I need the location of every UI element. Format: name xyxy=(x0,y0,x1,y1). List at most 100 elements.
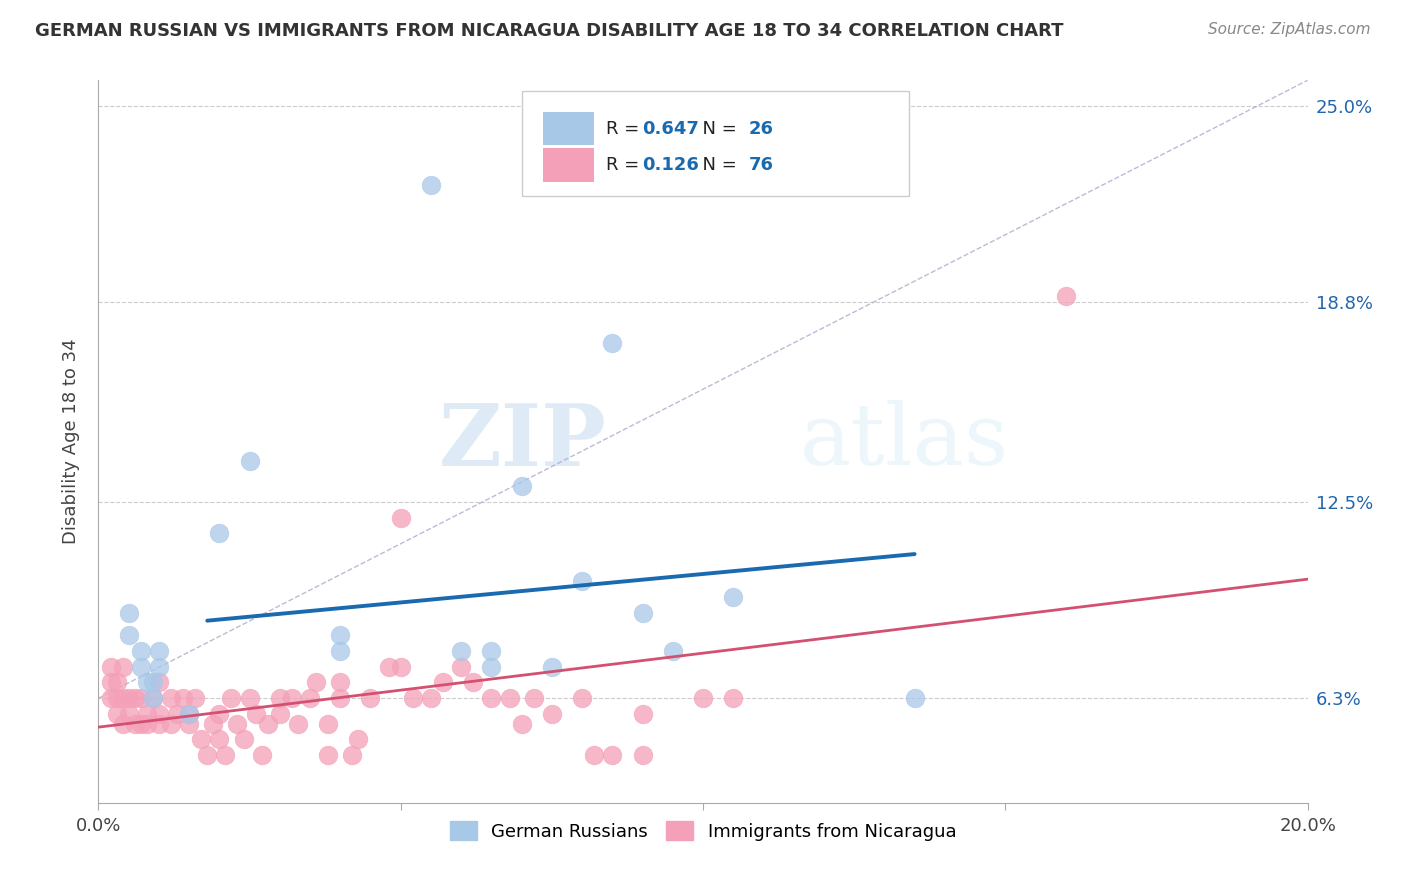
Point xyxy=(208,526,231,541)
Point xyxy=(420,178,443,192)
Point xyxy=(281,691,304,706)
Point xyxy=(250,748,273,763)
FancyBboxPatch shape xyxy=(543,148,595,182)
Point xyxy=(166,707,188,722)
Point xyxy=(124,716,146,731)
Point xyxy=(389,659,412,673)
Point xyxy=(148,643,170,657)
Point xyxy=(692,691,714,706)
Point xyxy=(583,748,606,763)
Point xyxy=(100,675,122,690)
Point xyxy=(661,643,683,657)
Point xyxy=(1054,289,1077,303)
Point xyxy=(463,675,485,690)
Y-axis label: Disability Age 18 to 34: Disability Age 18 to 34 xyxy=(62,339,80,544)
Point xyxy=(184,691,207,706)
Point xyxy=(239,453,262,467)
Text: R =: R = xyxy=(606,120,645,138)
Point xyxy=(208,732,231,747)
Point xyxy=(523,691,546,706)
Point xyxy=(179,716,201,731)
FancyBboxPatch shape xyxy=(522,91,908,196)
Point xyxy=(571,574,593,588)
Point xyxy=(256,716,278,731)
Point xyxy=(316,748,339,763)
Point xyxy=(631,606,654,620)
Text: 0.126: 0.126 xyxy=(643,156,699,174)
Point xyxy=(148,675,170,690)
Point xyxy=(208,707,231,722)
Point xyxy=(245,707,267,722)
Point xyxy=(105,675,128,690)
Point xyxy=(195,748,218,763)
Point xyxy=(135,716,157,731)
Point xyxy=(105,707,128,722)
Point xyxy=(498,691,520,706)
Point xyxy=(118,606,141,620)
Text: R =: R = xyxy=(606,156,645,174)
Text: N =: N = xyxy=(690,120,742,138)
Point xyxy=(510,479,533,493)
Legend: German Russians, Immigrants from Nicaragua: German Russians, Immigrants from Nicarag… xyxy=(443,814,963,848)
Point xyxy=(148,716,170,731)
Point xyxy=(111,716,134,731)
Point xyxy=(129,691,152,706)
Point xyxy=(129,716,152,731)
Point xyxy=(904,691,927,706)
Point xyxy=(305,675,328,690)
Point xyxy=(540,707,562,722)
Point xyxy=(148,707,170,722)
Point xyxy=(142,691,165,706)
Text: GERMAN RUSSIAN VS IMMIGRANTS FROM NICARAGUA DISABILITY AGE 18 TO 34 CORRELATION : GERMAN RUSSIAN VS IMMIGRANTS FROM NICARA… xyxy=(35,22,1064,40)
Point xyxy=(402,691,425,706)
Point xyxy=(172,691,194,706)
Point xyxy=(135,675,157,690)
Point xyxy=(342,748,364,763)
Point xyxy=(214,748,236,763)
Point xyxy=(100,691,122,706)
Point xyxy=(129,643,152,657)
FancyBboxPatch shape xyxy=(543,112,595,145)
Point xyxy=(118,628,141,642)
Point xyxy=(142,675,165,690)
Point xyxy=(179,707,201,722)
Point xyxy=(602,336,624,351)
Point xyxy=(329,691,352,706)
Point xyxy=(329,628,352,642)
Point xyxy=(232,732,254,747)
Point xyxy=(347,732,370,747)
Point xyxy=(377,659,399,673)
Point xyxy=(226,716,249,731)
Text: ZIP: ZIP xyxy=(439,400,606,483)
Point xyxy=(142,691,165,706)
Text: 26: 26 xyxy=(749,120,773,138)
Text: N =: N = xyxy=(690,156,742,174)
Point xyxy=(118,691,141,706)
Point xyxy=(316,716,339,731)
Text: Source: ZipAtlas.com: Source: ZipAtlas.com xyxy=(1208,22,1371,37)
Point xyxy=(631,748,654,763)
Point xyxy=(481,691,503,706)
Point xyxy=(105,691,128,706)
Point xyxy=(510,716,533,731)
Point xyxy=(111,659,134,673)
Point xyxy=(481,659,503,673)
Point xyxy=(389,510,412,524)
Point xyxy=(190,732,212,747)
Point xyxy=(269,707,291,722)
Text: atlas: atlas xyxy=(800,400,1010,483)
Point xyxy=(239,691,262,706)
Point xyxy=(450,659,472,673)
Point xyxy=(221,691,243,706)
Point xyxy=(723,691,745,706)
Text: 0.647: 0.647 xyxy=(643,120,699,138)
Point xyxy=(160,716,183,731)
Point xyxy=(269,691,291,706)
Point xyxy=(148,659,170,673)
Point xyxy=(299,691,322,706)
Point xyxy=(631,707,654,722)
Point xyxy=(329,675,352,690)
Point xyxy=(135,707,157,722)
Point xyxy=(202,716,225,731)
Point xyxy=(118,707,141,722)
